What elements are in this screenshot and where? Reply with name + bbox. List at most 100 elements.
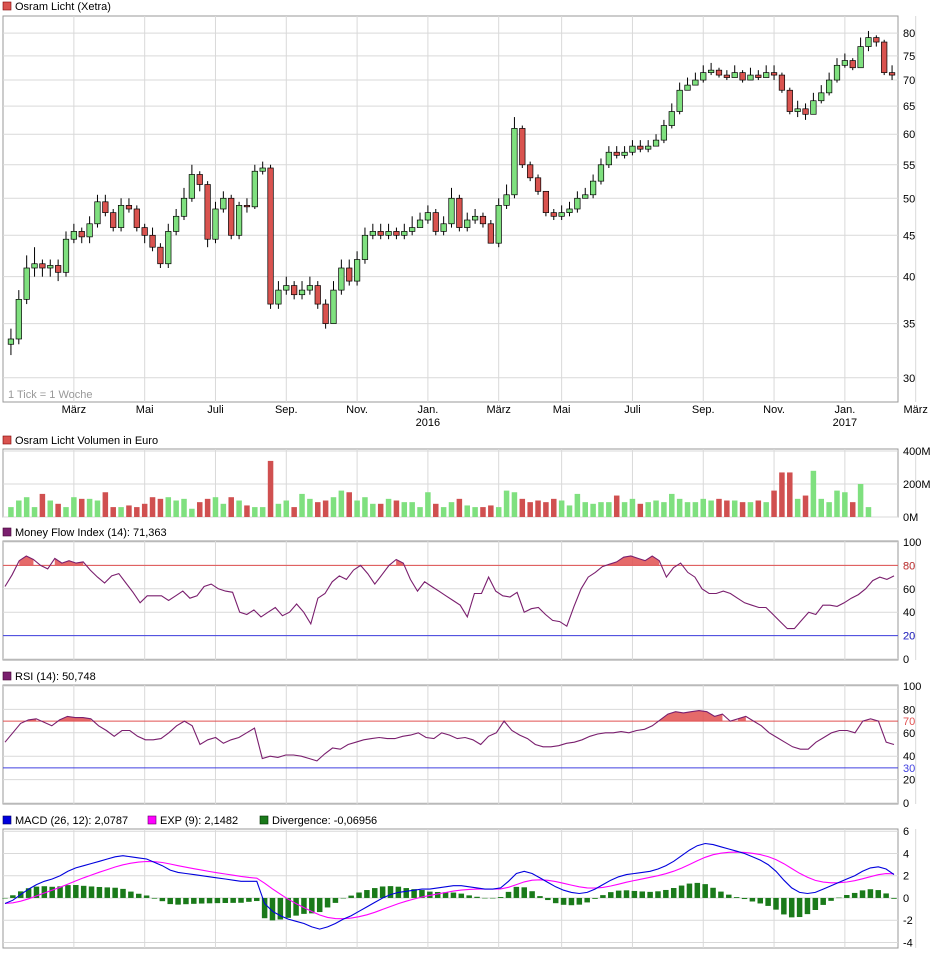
candle-body <box>534 177 542 192</box>
candle-body <box>102 201 109 213</box>
divergence-bar <box>804 897 811 915</box>
price-tick-label: 30 <box>903 373 915 385</box>
candle-body <box>464 219 471 228</box>
band-tick-label: 20 <box>903 631 915 643</box>
candle-body <box>708 69 715 73</box>
x-tick-label: Nov. <box>763 404 785 416</box>
candle-body <box>180 197 188 217</box>
divergence-bar <box>788 897 795 918</box>
volume-bar <box>708 500 714 517</box>
divergence-bar <box>450 892 457 898</box>
volume-bar <box>637 503 644 517</box>
price-panel-title: Osram Licht (Xetra) <box>15 1 111 13</box>
divergence-bar <box>639 891 645 898</box>
divergence-bar <box>128 891 134 898</box>
volume-bar <box>606 502 612 517</box>
mfi-plot <box>3 555 898 637</box>
volume-bar <box>252 507 258 517</box>
divergence-bar <box>647 891 653 898</box>
divergence-bar <box>427 891 433 898</box>
indicator-tick-label: 20 <box>903 775 915 787</box>
rsi-panel-frame <box>2 684 899 805</box>
volume-tick-label: 400M <box>903 446 931 458</box>
indicator-tick-label: 80 <box>903 704 915 716</box>
divergence-bar <box>88 886 95 898</box>
volume-bar <box>63 507 69 517</box>
candle-body <box>133 208 140 228</box>
divergence-bar <box>175 897 181 905</box>
volume-bar <box>621 502 628 517</box>
volume-bar <box>16 500 22 517</box>
divergence-bar <box>482 897 488 899</box>
volume-bar <box>849 502 856 517</box>
volume-bar <box>857 484 864 517</box>
divergence-bar <box>25 888 32 898</box>
candle-body <box>70 231 77 240</box>
volume-bar <box>393 500 400 517</box>
indicator-line <box>4 710 895 762</box>
macd-tick-label: -2 <box>903 915 913 927</box>
candle-body <box>188 174 195 199</box>
volume-bar <box>818 498 825 517</box>
volume-bar <box>527 502 533 517</box>
volume-bar <box>574 493 581 517</box>
divergence-bar <box>576 897 583 905</box>
divergence-bar <box>513 886 520 898</box>
volume-bar <box>582 502 588 517</box>
indicator-tick-label: 0 <box>903 798 909 810</box>
candle-body <box>94 201 101 225</box>
divergence-bar <box>143 895 150 898</box>
macd-plot <box>2 842 897 930</box>
candle-body <box>456 197 463 228</box>
volume-panel-title: Osram Licht Volumen in Euro <box>15 435 158 447</box>
volume-bar <box>102 492 109 517</box>
volume-bar <box>747 502 754 517</box>
candle-body <box>361 234 369 260</box>
divergence-bar <box>293 897 299 916</box>
candle-body <box>519 128 526 166</box>
candle-body <box>700 72 707 81</box>
divergence-bar <box>65 885 71 898</box>
volume-bar <box>401 502 408 517</box>
divergence-bar <box>254 897 260 902</box>
volume-bar <box>456 498 463 517</box>
divergence-bar <box>726 894 732 898</box>
candle-body <box>763 72 770 78</box>
divergence-bar <box>773 897 779 910</box>
volume-bar <box>724 500 730 517</box>
volume-bar <box>787 472 793 517</box>
x-tick-label: Juli <box>207 404 224 416</box>
volume-bar <box>189 508 195 517</box>
divergence-bar <box>340 897 347 899</box>
candle-body <box>574 197 581 210</box>
volume-bar <box>739 502 746 517</box>
volume-bar <box>810 470 817 517</box>
divergence-bar <box>891 897 897 899</box>
divergence-legend-icon <box>259 815 269 825</box>
candle-body <box>31 263 38 269</box>
price-legend-icon <box>2 1 12 11</box>
volume-bar <box>661 502 667 517</box>
candle-body <box>432 212 439 232</box>
candle-body <box>338 267 345 291</box>
divergence-bar <box>859 890 866 898</box>
candle-body <box>251 170 258 208</box>
divergence-bar <box>655 891 661 898</box>
macd-legend-label: MACD (26, 12): 2,0787 <box>15 815 128 827</box>
divergence-bar <box>710 887 716 898</box>
candle-body <box>542 190 550 213</box>
divergence-bar <box>466 895 472 898</box>
candle-body <box>204 184 211 240</box>
indicator-tick-label: 20 <box>903 631 915 643</box>
volume-bar <box>480 507 486 517</box>
candle-body <box>228 197 235 236</box>
candle-body <box>511 128 518 196</box>
divergence-bar <box>41 886 48 898</box>
candle-body <box>149 234 156 248</box>
volume-bar <box>110 507 116 517</box>
candle-body <box>723 74 730 78</box>
price-tick-label: 45 <box>903 230 915 242</box>
volume-bar <box>126 505 132 517</box>
volume-bar <box>267 460 274 517</box>
divergence-bar <box>277 897 284 920</box>
